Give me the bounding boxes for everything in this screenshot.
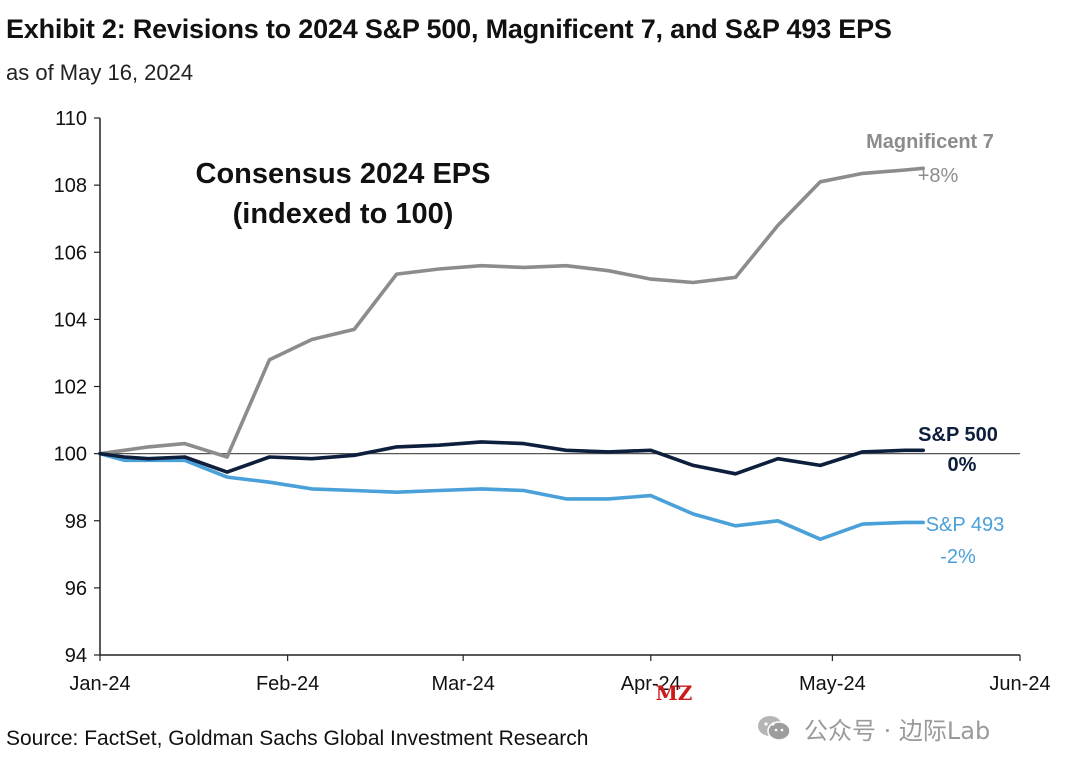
source-note: Source: FactSet, Goldman Sachs Global In… bbox=[6, 727, 589, 750]
watermark-text: 公众号 · 边际Lab bbox=[804, 716, 991, 745]
watermark: 公众号 · 边际Lab bbox=[756, 710, 990, 746]
label-magnificent7-change: +8% bbox=[918, 165, 959, 187]
x-tick-label: Feb-24 bbox=[256, 673, 319, 695]
y-tick-label: 104 bbox=[54, 309, 87, 331]
x-tick-label: Mar-24 bbox=[431, 673, 494, 695]
label-magnificent7-name: Magnificent 7 bbox=[866, 131, 994, 153]
y-tick-label: 106 bbox=[54, 242, 87, 264]
x-tick-label: Jan-24 bbox=[69, 673, 130, 695]
label-sp500-change: 0% bbox=[948, 454, 977, 476]
y-tick-label: 94 bbox=[65, 645, 87, 667]
series-line-sp500 bbox=[98, 440, 926, 476]
as-of-date: as of May 16, 2024 bbox=[6, 60, 194, 85]
x-tick-label: Jun-24 bbox=[989, 673, 1050, 695]
label-sp493-name: S&P 493 bbox=[926, 514, 1005, 536]
x-tick-label: May-24 bbox=[799, 673, 866, 695]
overlay-mark: MZ bbox=[656, 681, 693, 705]
label-sp500-name: S&P 500 bbox=[918, 424, 998, 446]
x-tick-label: Apr-24 bbox=[621, 673, 681, 695]
y-tick-label: 110 bbox=[55, 108, 87, 130]
label-sp493-change: -2% bbox=[940, 546, 976, 568]
y-tick-label: 100 bbox=[54, 444, 87, 466]
wechat-icon bbox=[758, 716, 791, 741]
exhibit-title: Exhibit 2: Revisions to 2024 S&P 500, Ma… bbox=[6, 14, 892, 44]
series-line-magnificent7 bbox=[98, 166, 926, 459]
y-tick-label: 102 bbox=[54, 377, 87, 399]
y-tick-label: 96 bbox=[65, 578, 87, 600]
chart-inner-subtitle: (indexed to 100) bbox=[233, 198, 454, 230]
y-tick-label: 98 bbox=[65, 511, 87, 533]
chart-inner-title: Consensus 2024 EPS bbox=[196, 158, 491, 190]
series-line-sp493 bbox=[98, 451, 926, 542]
y-tick-label: 108 bbox=[54, 175, 87, 197]
